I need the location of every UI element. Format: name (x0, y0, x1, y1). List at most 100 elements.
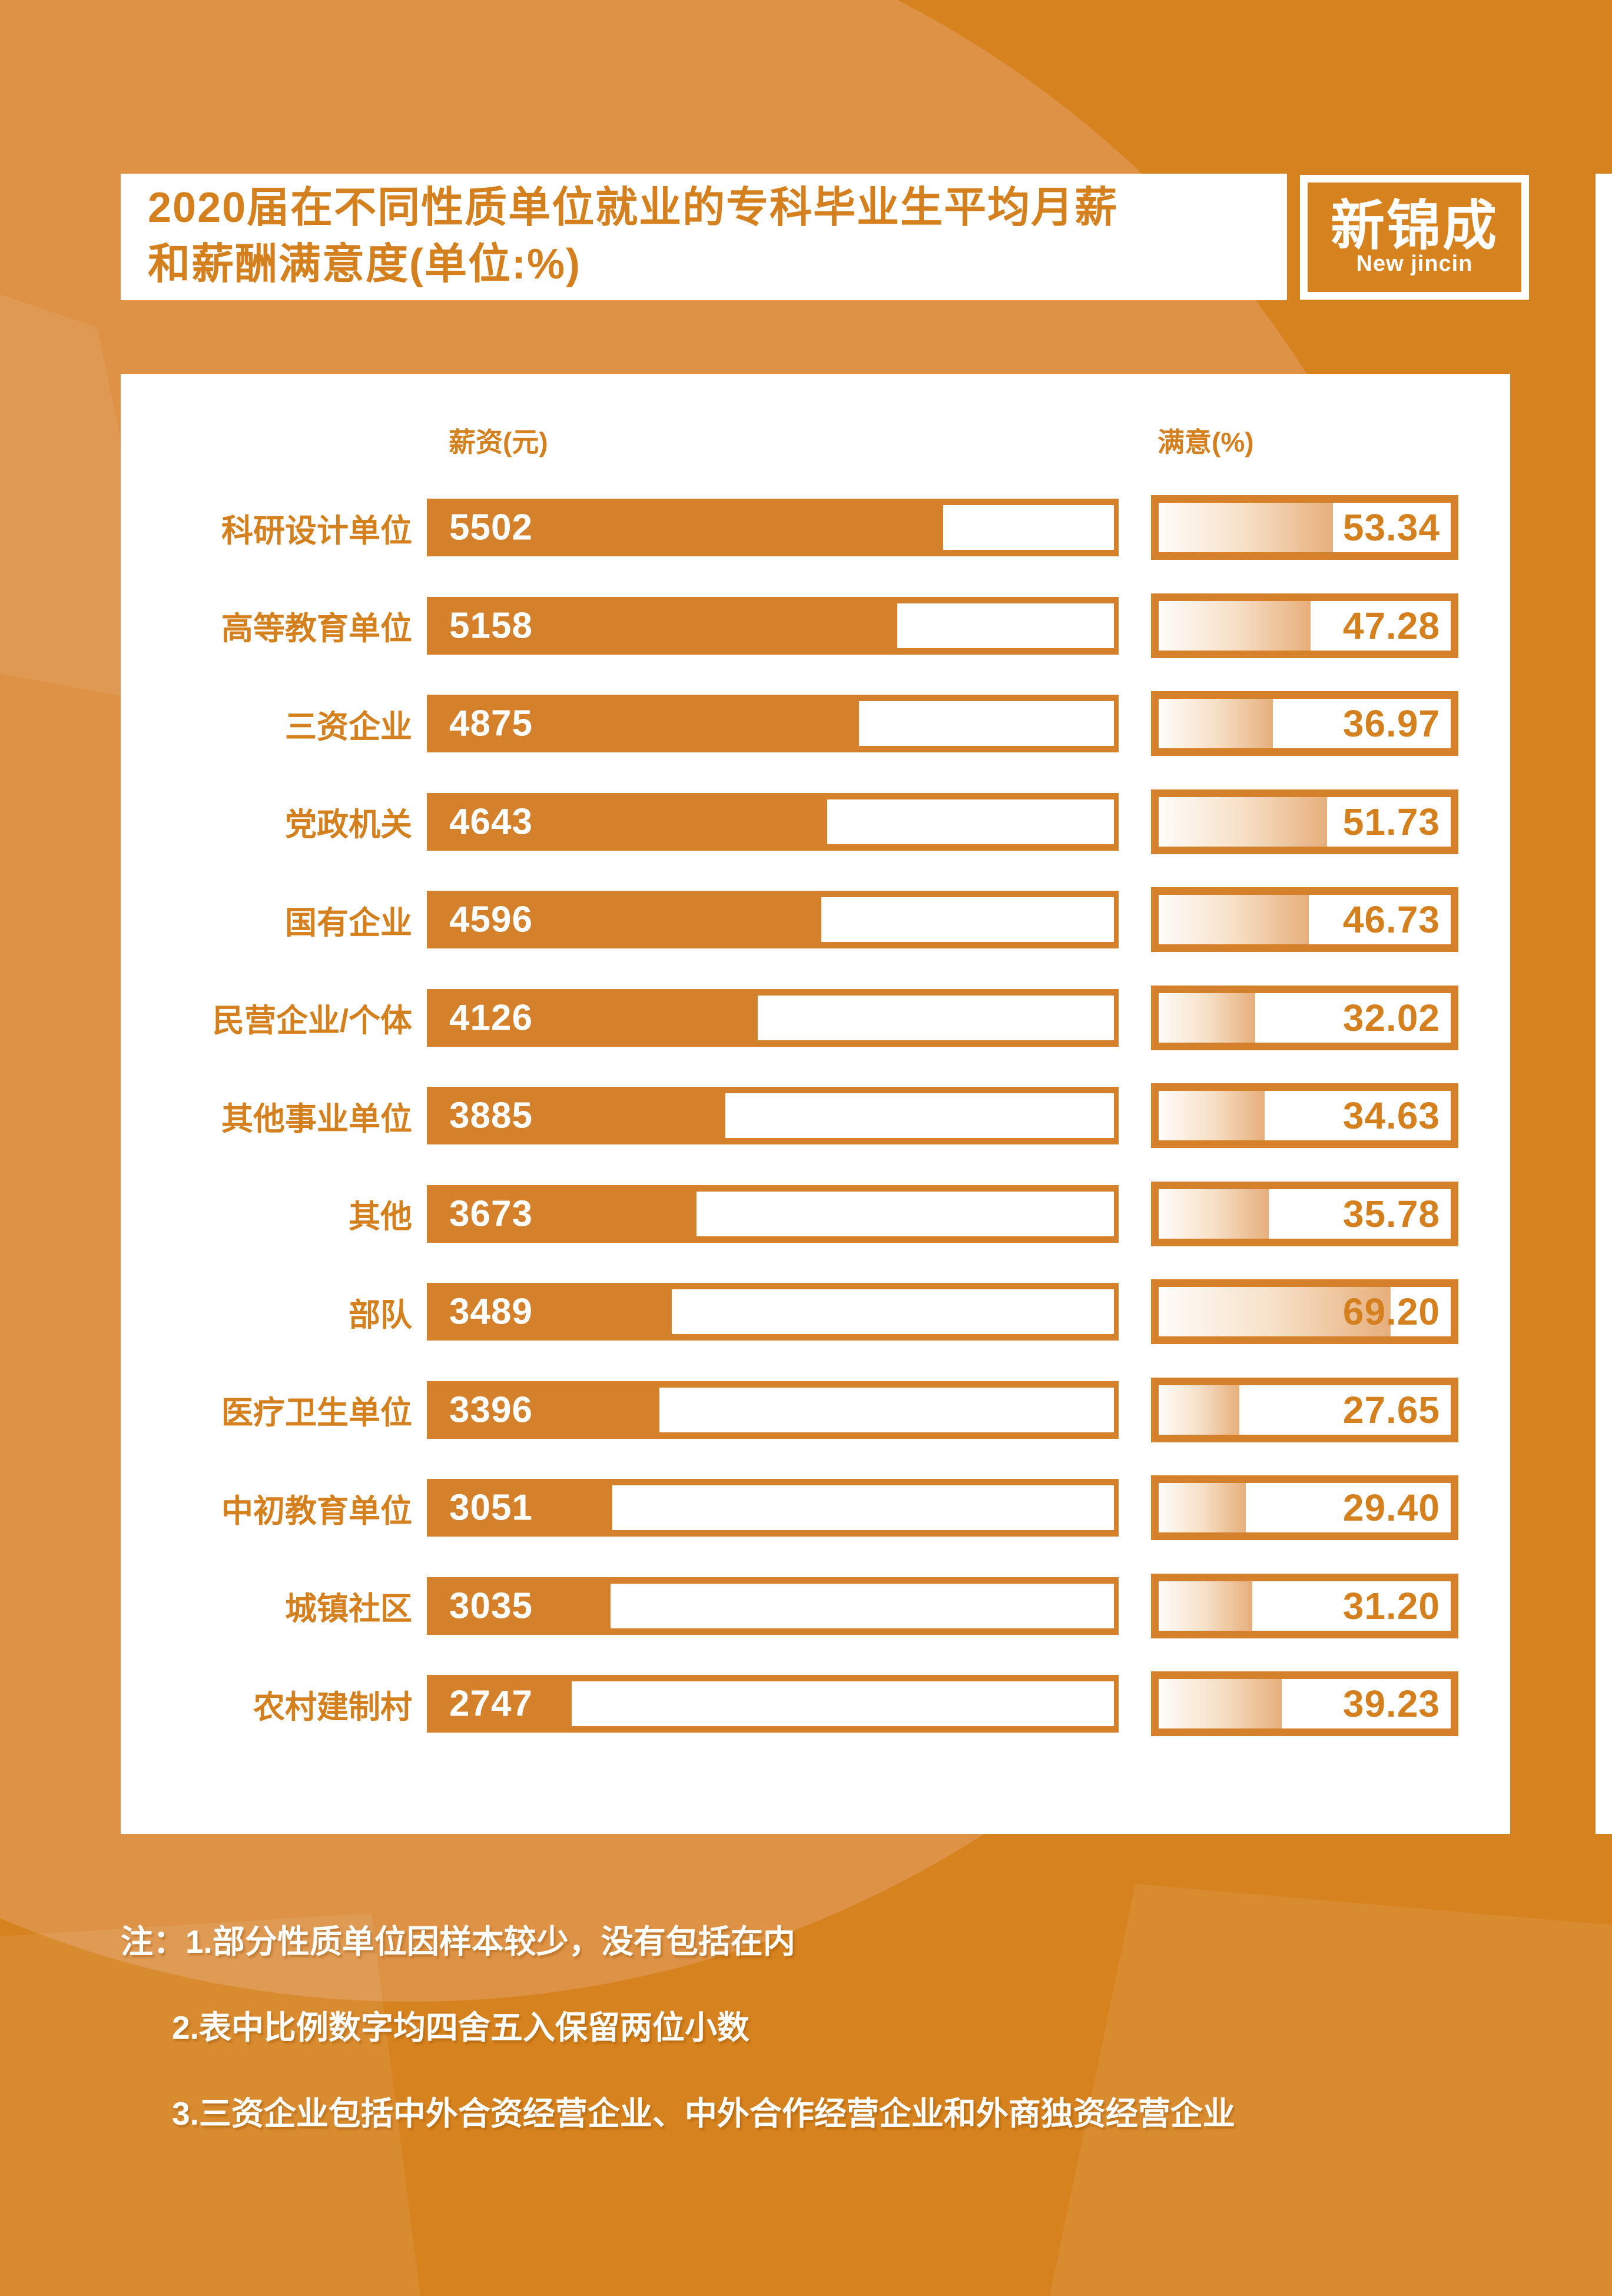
satisfaction-value: 35.78 (1342, 1192, 1440, 1235)
satisfaction-bar: 29.40 (1151, 1475, 1458, 1540)
satisfaction-value: 39.23 (1342, 1683, 1440, 1725)
footnote-line-3: 3.三资企业包括中外合资经营企业、中外合作经营企业和外商独资经营企业 (121, 2071, 1492, 2156)
right-edge-panel-sliver (1596, 174, 1612, 1834)
table-row: 其他事业单位 3885 34.63 (121, 1083, 1510, 1148)
satisfaction-bar: 69.20 (1151, 1279, 1458, 1344)
satisfaction-fill (1159, 1091, 1265, 1140)
table-row: 医疗卫生单位 3396 27.65 (121, 1377, 1510, 1442)
salary-bar-remainder (725, 1093, 1114, 1138)
satisfaction-fill (1159, 600, 1311, 651)
table-row: 农村建制村 2747 39.23 (121, 1671, 1510, 1736)
salary-bar-remainder (610, 1583, 1114, 1628)
satisfaction-bar: 31.20 (1151, 1573, 1458, 1638)
salary-bar: 3673 (427, 1185, 1119, 1243)
satisfaction-bar: 47.28 (1151, 593, 1458, 658)
footnote-text: 1.部分性质单位因样本较少，没有包括在内 (185, 1923, 795, 1960)
salary-value: 3035 (449, 1585, 533, 1626)
salary-value: 4875 (449, 703, 533, 744)
brand-logo-english: New jincin (1356, 251, 1473, 276)
salary-value: 5502 (449, 507, 533, 548)
salary-value: 2747 (449, 1683, 533, 1724)
salary-bar-remainder (659, 1387, 1114, 1432)
page-title-line1: 2020届在不同性质单位就业的专科毕业生平均月薪 (148, 184, 1119, 231)
salary-value: 4596 (449, 899, 533, 940)
satisfaction-fill (1159, 1679, 1282, 1728)
header-band: 2020届在不同性质单位就业的专科毕业生平均月薪 和薪酬满意度(单位:%) (121, 174, 1287, 300)
satisfaction-bar: 51.73 (1151, 789, 1458, 854)
satisfaction-value: 29.40 (1342, 1487, 1440, 1529)
satisfaction-value: 34.63 (1342, 1094, 1440, 1137)
satisfaction-fill (1159, 699, 1273, 748)
salary-bar: 3885 (427, 1087, 1119, 1144)
salary-bar: 4596 (427, 891, 1119, 948)
satisfaction-fill (1159, 1581, 1252, 1631)
category-label: 中初教育单位 (221, 1493, 412, 1529)
satisfaction-value: 36.97 (1342, 702, 1440, 745)
salary-bar-remainder (757, 995, 1114, 1040)
table-row: 三资企业 4875 36.97 (121, 691, 1510, 756)
table-row: 国有企业 4596 46.73 (121, 887, 1510, 952)
salary-bar-remainder (897, 603, 1114, 648)
salary-bar: 3035 (427, 1577, 1119, 1635)
satisfaction-bar: 32.02 (1151, 985, 1458, 1050)
table-row: 中初教育单位 3051 29.40 (121, 1475, 1510, 1540)
salary-bar-remainder (821, 897, 1114, 942)
salary-bar: 5158 (427, 596, 1119, 655)
salary-value: 4643 (449, 801, 533, 842)
satisfaction-fill (1159, 1189, 1269, 1239)
salary-bar: 4643 (427, 792, 1119, 851)
salary-bar-remainder (612, 1485, 1114, 1530)
satisfaction-bar: 34.63 (1151, 1083, 1458, 1148)
satisfaction-value: 47.28 (1342, 604, 1440, 647)
table-row: 其他 3673 35.78 (121, 1181, 1510, 1246)
salary-column-header: 薪资(元) (449, 427, 548, 457)
table-row: 城镇社区 3035 31.20 (121, 1573, 1510, 1638)
satisfaction-bar: 46.73 (1151, 887, 1458, 952)
salary-bar: 4126 (427, 988, 1119, 1047)
category-label: 高等教育单位 (221, 611, 412, 646)
category-label: 党政机关 (285, 807, 412, 842)
salary-bar-remainder (858, 701, 1114, 746)
category-label: 医疗卫生单位 (221, 1395, 412, 1431)
satisfaction-fill (1159, 797, 1327, 847)
satisfaction-fill (1159, 895, 1309, 944)
salary-value: 3489 (449, 1291, 533, 1332)
satisfaction-fill (1159, 993, 1255, 1043)
satisfaction-value: 53.34 (1342, 506, 1440, 549)
table-row: 科研设计单位 5502 53.34 (121, 495, 1510, 560)
category-label: 其他事业单位 (221, 1101, 412, 1137)
table-row: 高等教育单位 5158 47.28 (121, 593, 1510, 658)
footnote-line-1: 注：1.部分性质单位因样本较少，没有包括在内 (121, 1899, 1492, 1985)
salary-bar: 4875 (427, 695, 1119, 752)
satisfaction-column-header: 满意(%) (1157, 427, 1254, 457)
background-wedge-bottom-left (0, 1913, 420, 2296)
salary-bar: 2747 (427, 1675, 1119, 1733)
footnote-line-2: 2.表中比例数字均四舍五入保留两位小数 (121, 1985, 1492, 2071)
salary-bar: 3489 (427, 1283, 1119, 1341)
satisfaction-fill (1159, 1483, 1246, 1532)
salary-bar-remainder (943, 505, 1114, 550)
category-label: 国有企业 (285, 905, 412, 941)
category-label: 部队 (349, 1297, 412, 1333)
salary-value: 3396 (449, 1389, 533, 1430)
satisfaction-value: 46.73 (1342, 898, 1440, 941)
table-row: 民营企业/个体 4126 32.02 (121, 985, 1510, 1050)
salary-value: 4126 (449, 997, 533, 1038)
satisfaction-fill (1159, 1385, 1239, 1435)
brand-logo: 新锦成 New jincin (1300, 175, 1529, 300)
footnote-text: 2.表中比例数字均四舍五入保留两位小数 (172, 2009, 749, 2046)
salary-value: 3885 (449, 1095, 533, 1136)
table-row: 部队 3489 69.20 (121, 1279, 1510, 1344)
category-label: 农村建制村 (253, 1689, 412, 1725)
footnotes: 注：1.部分性质单位因样本较少，没有包括在内 2.表中比例数字均四舍五入保留两位… (121, 1899, 1492, 2156)
satisfaction-bar: 53.34 (1151, 495, 1458, 560)
satisfaction-value: 69.20 (1342, 1290, 1440, 1333)
salary-value: 3051 (449, 1487, 533, 1528)
salary-bar-remainder (827, 799, 1114, 844)
background-wedge-bottom-right (1050, 1884, 1612, 2296)
category-label: 其他 (349, 1199, 412, 1235)
satisfaction-bar: 39.23 (1151, 1671, 1458, 1736)
salary-value: 5158 (449, 605, 533, 646)
satisfaction-value: 32.02 (1342, 996, 1440, 1039)
